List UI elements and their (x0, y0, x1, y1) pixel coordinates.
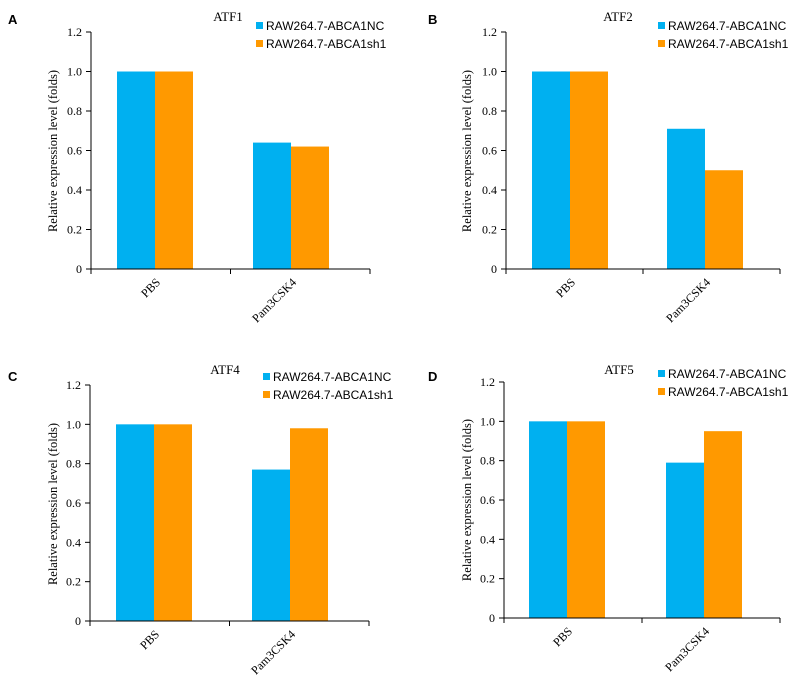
y-tick-label: 0.2 (480, 572, 495, 586)
bar-RAW264.7-ABCA1NC-PBS (529, 421, 567, 618)
bar-RAW264.7-ABCA1sh1-PBS (154, 424, 192, 621)
bar-RAW264.7-ABCA1NC-PBS (116, 424, 154, 621)
y-tick-label: 1.0 (482, 65, 497, 79)
x-category-label: Pam3CSK4 (663, 275, 713, 325)
y-tick-label: 0.8 (66, 457, 81, 471)
x-category-label: Pam3CSK4 (249, 275, 299, 325)
chart-title: ATF5 (604, 362, 634, 377)
bar-RAW264.7-ABCA1NC-PBS (117, 71, 155, 269)
y-tick-label: 0.2 (66, 575, 81, 589)
y-tick-label: 0.2 (482, 223, 497, 237)
legend-swatch (256, 22, 263, 29)
y-axis-title: Relative expression level (folds) (460, 419, 474, 581)
y-tick-label: 0.8 (480, 454, 495, 468)
y-axis-title: Relative expression level (folds) (46, 70, 60, 232)
bar-RAW264.7-ABCA1NC-Pam3CSK4 (667, 128, 705, 269)
y-tick-label: 0.6 (480, 493, 495, 507)
bar-RAW264.7-ABCA1NC-Pam3CSK4 (252, 469, 290, 621)
x-category-label: Pam3CSK4 (662, 624, 712, 674)
legend-label: RAW264.7-ABCA1sh1 (668, 37, 789, 51)
y-tick-label: 1.2 (67, 25, 82, 39)
y-tick-label: 1.0 (67, 65, 82, 79)
x-category-label: PBS (137, 627, 162, 652)
y-tick-label: 0.8 (67, 104, 82, 118)
x-category-label: Pam3CSK4 (248, 627, 298, 677)
bar-RAW264.7-ABCA1sh1-PBS (570, 71, 608, 269)
y-tick-label: 0 (491, 262, 497, 276)
legend-swatch (263, 373, 270, 380)
y-axis-title: Relative expression level (folds) (46, 423, 60, 585)
bar-RAW264.7-ABCA1sh1-Pam3CSK4 (291, 146, 329, 269)
y-tick-label: 1.0 (66, 417, 81, 431)
y-tick-label: 1.2 (66, 378, 81, 392)
bar-RAW264.7-ABCA1sh1-PBS (567, 421, 605, 618)
legend-swatch (256, 40, 263, 47)
legend-swatch (263, 391, 270, 398)
panel-letter: B (428, 12, 437, 27)
y-tick-label: 0 (489, 611, 495, 625)
y-tick-label: 0.4 (66, 535, 81, 549)
y-tick-label: 0.4 (482, 183, 497, 197)
bar-RAW264.7-ABCA1sh1-PBS (155, 71, 193, 269)
bar-RAW264.7-ABCA1NC-PBS (532, 71, 570, 269)
x-category-label: PBS (553, 275, 578, 300)
legend-swatch (658, 388, 665, 395)
y-tick-label: 0.4 (67, 183, 82, 197)
y-tick-label: 0.6 (66, 496, 81, 510)
bar-RAW264.7-ABCA1NC-Pam3CSK4 (253, 142, 291, 269)
panel-letter: C (8, 369, 18, 384)
legend-label: RAW264.7-ABCA1sh1 (266, 37, 387, 51)
y-tick-label: 1.0 (480, 414, 495, 428)
legend-label: RAW264.7-ABCA1NC (668, 19, 787, 33)
y-tick-label: 0.2 (67, 223, 82, 237)
bar-RAW264.7-ABCA1sh1-Pam3CSK4 (704, 431, 742, 618)
y-tick-label: 1.2 (480, 375, 495, 389)
legend-label: RAW264.7-ABCA1sh1 (273, 388, 394, 402)
chart-title: ATF1 (213, 9, 243, 24)
y-tick-label: 0.4 (480, 532, 495, 546)
legend-label: RAW264.7-ABCA1sh1 (668, 385, 789, 399)
y-tick-label: 0 (76, 262, 82, 276)
legend-swatch (658, 22, 665, 29)
chart-title: ATF4 (210, 362, 240, 377)
legend-label: RAW264.7-ABCA1NC (266, 19, 385, 33)
x-category-label: PBS (138, 275, 163, 300)
bar-RAW264.7-ABCA1sh1-Pam3CSK4 (705, 170, 743, 269)
y-tick-label: 0.6 (482, 144, 497, 158)
y-tick-label: 1.2 (482, 25, 497, 39)
bar-RAW264.7-ABCA1NC-Pam3CSK4 (666, 462, 704, 618)
legend-label: RAW264.7-ABCA1NC (273, 370, 392, 384)
y-tick-label: 0.8 (482, 104, 497, 118)
legend-swatch (658, 370, 665, 377)
chart-title: ATF2 (603, 9, 633, 24)
y-tick-label: 0 (75, 614, 81, 628)
legend-swatch (658, 40, 665, 47)
panel-letter: A (8, 12, 18, 27)
panel-letter: D (428, 369, 437, 384)
y-axis-title: Relative expression level (folds) (460, 70, 474, 232)
legend-label: RAW264.7-ABCA1NC (668, 367, 787, 381)
y-tick-label: 0.6 (67, 144, 82, 158)
bar-RAW264.7-ABCA1sh1-Pam3CSK4 (290, 428, 328, 621)
x-category-label: PBS (550, 624, 575, 649)
